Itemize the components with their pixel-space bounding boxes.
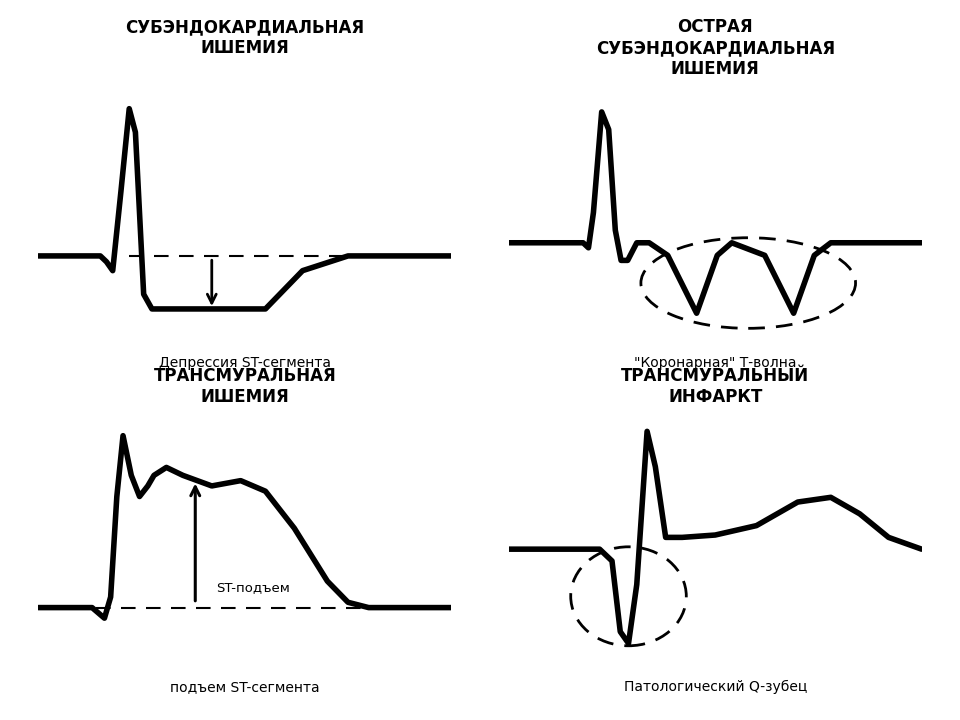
Text: ОСТРАЯ
СУБЭНДОКАРДИАЛЬНАЯ
ИШЕМИЯ: ОСТРАЯ СУБЭНДОКАРДИАЛЬНАЯ ИШЕМИЯ [595,18,835,78]
Text: Депрессия ST-сегмента: Депрессия ST-сегмента [158,356,331,370]
Text: ST-подъем: ST-подъем [216,581,290,595]
Text: Патологический Q-зубец: Патологический Q-зубец [624,680,806,695]
Text: ТРАНСМУРАЛЬНАЯ
ИШЕМИЯ: ТРАНСМУРАЛЬНАЯ ИШЕМИЯ [154,367,336,406]
Text: ТРАНСМУРАЛЬНЫЙ
ИНФАРКТ: ТРАНСМУРАЛЬНЫЙ ИНФАРКТ [621,367,809,406]
Text: подъем ST-сегмента: подъем ST-сегмента [170,680,320,694]
Text: СУБЭНДОКАРДИАЛЬНАЯ
ИШЕМИЯ: СУБЭНДОКАРДИАЛЬНАЯ ИШЕМИЯ [125,18,365,57]
Text: "Коронарная" Т-волна: "Коронарная" Т-волна [634,356,797,370]
